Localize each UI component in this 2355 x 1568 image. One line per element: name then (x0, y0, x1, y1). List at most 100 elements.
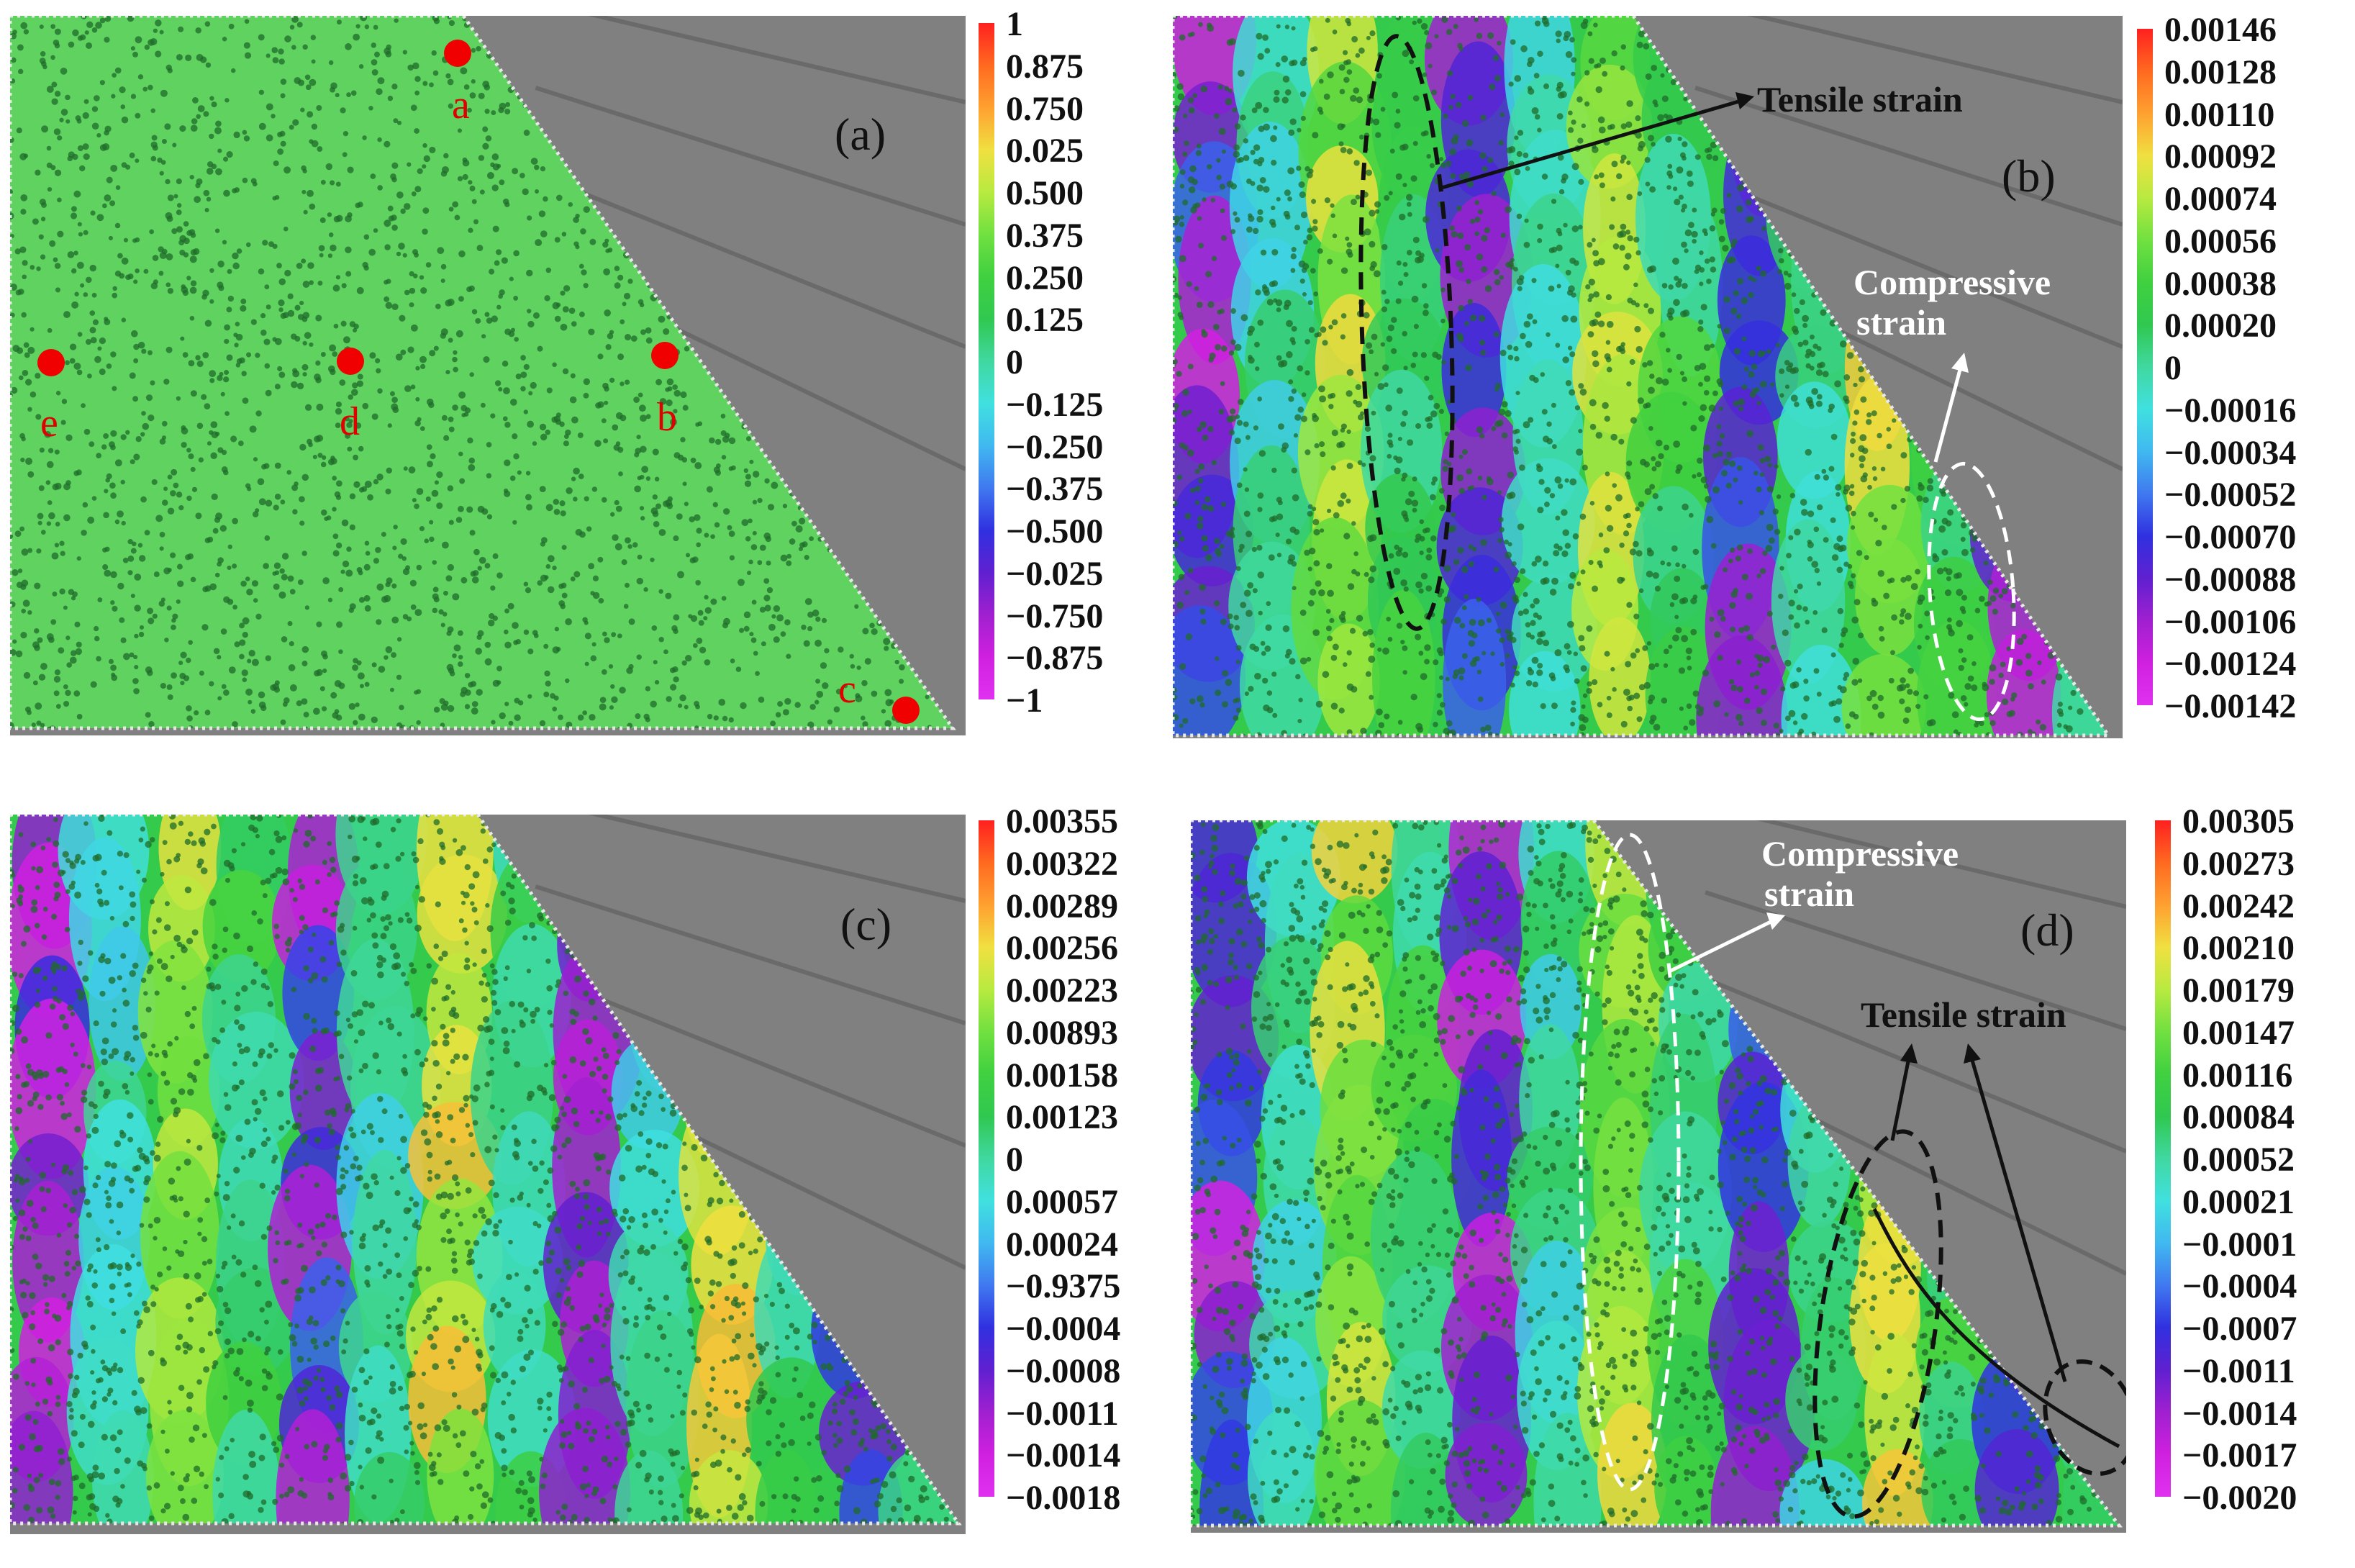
colorbar-tick-label: 0.00256 (1006, 929, 1118, 968)
colorbar-tick-label: −0.025 (1006, 554, 1104, 593)
colorbar-tick-label: 0.00289 (1006, 887, 1118, 925)
colorbar-tick-label: −0.0020 (2182, 1479, 2297, 1517)
strain-field-svg (1173, 16, 2123, 738)
colorbar-tick-label: −0.00088 (2164, 560, 2297, 599)
colorbar-tick-label: 0.00210 (2182, 929, 2295, 968)
colorbar-tick-label: −0.250 (1006, 427, 1104, 466)
colorbar-tick-label: 0 (1006, 343, 1023, 381)
colorbar-tick-label: −0.125 (1006, 385, 1104, 424)
point-b-label: b (657, 395, 677, 440)
colorbar-tick-label: 0.500 (1006, 174, 1084, 212)
colorbar-tick-label: −0.875 (1006, 639, 1104, 678)
colorbar-tick-label: 0.00021 (2182, 1182, 2295, 1221)
colorbar-tick-label: 0.00024 (1006, 1225, 1118, 1264)
strain-field-image-b (1173, 16, 2123, 738)
colorbar-tick-label: 0.00110 (2164, 95, 2275, 134)
point-e-marker (37, 349, 65, 376)
strain-field-svg (1191, 820, 2126, 1533)
colorbar-tick-label: −0.500 (1006, 512, 1104, 550)
colorbar-tick-label: 1 (1006, 5, 1023, 43)
colorbar-tick-label: −0.0017 (2182, 1436, 2297, 1475)
colorbar-tick-label: 0.750 (1006, 89, 1084, 128)
colorbar-tick-label: 0.00057 (1006, 1182, 1118, 1221)
strain-field-image-a (10, 16, 966, 735)
panel-label-b: (b) (2002, 150, 2056, 201)
colorbar-tick-label: 0.125 (1006, 301, 1084, 340)
panel-label-d: (d) (2020, 905, 2074, 956)
colorbar-tick-label: −0.0007 (2182, 1310, 2297, 1348)
colorbar-tick-label: 0.00305 (2182, 802, 2295, 840)
strain-field-svg (10, 815, 966, 1534)
point-a-label: a (452, 83, 470, 127)
colorbar-tick-label: 0 (1006, 1141, 1023, 1179)
colorbar-tick-label: −1 (1006, 681, 1043, 720)
colorbar-tick-label: −0.00106 (2164, 602, 2297, 641)
annotation-tensile-strain-d: Tensile strain (1861, 994, 2066, 1035)
colorbar-tick-label: 0.00052 (2182, 1141, 2295, 1179)
colorbar-tick-label: 0.00179 (2182, 971, 2295, 1010)
colorbar-tick-label: 0.00116 (2182, 1056, 2293, 1095)
colorbar-tick-label: −0.0008 (1006, 1351, 1121, 1390)
panel-label-a: (a) (835, 109, 886, 160)
colorbar-tick-label: −0.00016 (2164, 391, 2297, 430)
colorbar-tick-label: 0.00147 (2182, 1013, 2295, 1052)
point-a-marker (444, 40, 471, 67)
point-e-label: e (40, 401, 58, 445)
strain-field-svg (10, 16, 966, 735)
colorbar-tick-label: −0.0018 (1006, 1479, 1121, 1517)
point-c-label: c (838, 667, 856, 712)
colorbar-tick-label: −0.750 (1006, 597, 1104, 635)
colorbar-tick-label: −0.00070 (2164, 518, 2297, 556)
colorbar-tick-label: 0.00123 (1006, 1098, 1118, 1137)
colorbar-tick-label: 0.00056 (2164, 222, 2277, 260)
colorbar-tick-label: 0.00242 (2182, 887, 2295, 925)
colorbar-tick-label: −0.00124 (2164, 645, 2297, 684)
point-b-marker (651, 342, 679, 369)
colorbar-tick-label: 0.00223 (1006, 971, 1118, 1010)
point-d-marker (337, 348, 364, 375)
colorbar-tick-label: −0.0011 (2182, 1351, 2295, 1390)
annotation-overlay-d (1579, 833, 2126, 1519)
colorbar-tick-label: −0.0014 (2182, 1394, 2297, 1433)
point-d-label: d (340, 399, 360, 444)
colorbar-tick-label: 0.875 (1006, 47, 1084, 86)
colorbar-tick-label: 0.00020 (2164, 307, 2277, 345)
colorbar-gradient (2155, 820, 2171, 1497)
colorbar-tick-label: −0.375 (1006, 470, 1104, 509)
point-c-marker (892, 697, 920, 724)
strain-field-image-c (10, 815, 966, 1534)
colorbar-tick-label: −0.9375 (1006, 1267, 1121, 1306)
annotation-compressive-strain-d-line1: Compressive (1761, 833, 1959, 874)
colorbar-tick-label: 0.250 (1006, 258, 1084, 297)
colorbar-tick-label: 0.00074 (2164, 180, 2277, 218)
colorbar-tick-label: 0.00893 (1006, 1013, 1118, 1052)
strain-field-image-d (1191, 820, 2126, 1533)
colorbar-gradient (979, 23, 994, 699)
annotation-overlay-b (1358, 34, 2016, 722)
colorbar-tick-label: 0.00273 (2182, 844, 2295, 883)
annotation-compressive-strain-d-line2: strain (1764, 874, 1854, 914)
colorbar-gradient (2137, 29, 2153, 705)
colorbar-tick-label: 0.025 (1006, 132, 1084, 171)
colorbar-tick-label: 0.00128 (2164, 53, 2277, 91)
colorbar-tick-label: −0.0014 (1006, 1436, 1121, 1475)
colorbar-tick-label: 0.00038 (2164, 264, 2277, 303)
colorbar-tick-label: 0.00092 (2164, 137, 2277, 176)
colorbar-tick-label: 0.00158 (1006, 1056, 1118, 1095)
colorbar-tick-label: −0.00034 (2164, 433, 2297, 472)
colorbar-tick-label: −0.00142 (2164, 687, 2297, 725)
colorbar-tick-label: 0.00084 (2182, 1098, 2295, 1137)
panel-label-c: (c) (840, 899, 892, 950)
colorbar-tick-label: 0.00355 (1006, 802, 1118, 840)
colorbar-tick-label: 0.00322 (1006, 844, 1118, 883)
colorbar-tick-label: −0.0011 (1006, 1394, 1119, 1433)
annotation-compressive-strain-b-line1: Compressive (1853, 262, 2051, 302)
colorbar-tick-label: −0.0004 (2182, 1267, 2297, 1306)
annotation-compressive-strain-b-line2: strain (1856, 302, 1946, 343)
colorbar-tick-label: 0.00146 (2164, 11, 2277, 49)
annotation-tensile-strain-b: Tensile strain (1757, 79, 1963, 119)
colorbar-gradient (979, 820, 994, 1497)
colorbar-tick-label: −0.00052 (2164, 476, 2297, 515)
colorbar-tick-label: −0.0001 (2182, 1225, 2297, 1264)
colorbar-tick-label: 0 (2164, 349, 2182, 387)
